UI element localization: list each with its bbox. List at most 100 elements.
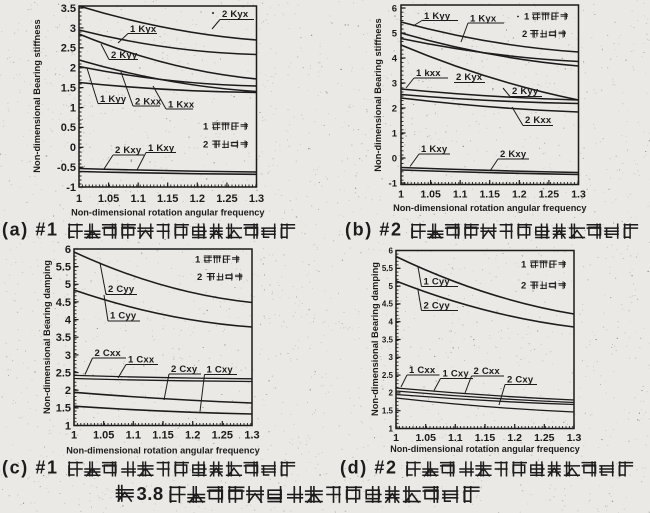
- svg-text:1: 1: [76, 193, 82, 205]
- svg-text:1 Kxy: 1 Kxy: [421, 144, 448, 155]
- svg-text:1 Cxy: 1 Cxy: [207, 365, 234, 376]
- svg-text:0.5: 0.5: [61, 122, 76, 134]
- svg-text:1.25: 1.25: [534, 432, 555, 444]
- svg-text:1.2: 1.2: [507, 432, 522, 444]
- svg-text:1 Kyy: 1 Kyy: [424, 11, 451, 22]
- svg-text:5: 5: [389, 282, 394, 291]
- svg-text:1: 1: [389, 424, 394, 433]
- svg-text:3: 3: [389, 353, 394, 362]
- svg-text:1 Cyy: 1 Cyy: [110, 311, 137, 322]
- svg-text:Non-dimensional rotation angul: Non-dimensional rotation angular frequen…: [393, 203, 587, 213]
- svg-text:1: 1: [65, 420, 71, 432]
- svg-text:3.8: 3.8: [137, 483, 164, 504]
- svg-text:2: 2: [70, 63, 76, 75]
- svg-text:2 Cxx: 2 Cxx: [474, 366, 501, 377]
- svg-text:(b) #2: (b) #2: [345, 220, 403, 240]
- svg-text:1 Kxx: 1 Kxx: [168, 100, 195, 111]
- svg-text:1.3: 1.3: [571, 189, 586, 201]
- svg-text:1.5: 1.5: [61, 82, 76, 94]
- svg-text:3.5: 3.5: [56, 332, 71, 344]
- svg-text:-0.5: -0.5: [57, 162, 76, 174]
- svg-text:Non-dimensional Bearing stiffn: Non-dimensional Bearing stiffness: [373, 18, 383, 171]
- svg-text:4: 4: [389, 318, 394, 327]
- svg-text:1.3: 1.3: [249, 193, 264, 205]
- svg-text:1.05: 1.05: [98, 193, 119, 205]
- svg-text:2 Kxx: 2 Kxx: [135, 97, 162, 108]
- svg-text:1: 1: [393, 432, 399, 444]
- svg-text:2: 2: [197, 272, 202, 283]
- svg-text:2.5: 2.5: [61, 43, 76, 55]
- svg-text:4.5: 4.5: [382, 300, 394, 309]
- svg-text:1.05: 1.05: [93, 430, 114, 442]
- svg-text:1.25: 1.25: [539, 189, 560, 201]
- svg-text:1 Cxx: 1 Cxx: [409, 365, 436, 376]
- svg-text:Non-dimensional rotation angul: Non-dimensional rotation angular frequen…: [390, 444, 580, 454]
- svg-text:Non-dimensional rotation angul: Non-dimensional rotation angular frequen…: [71, 208, 265, 218]
- svg-text:2 Kxy: 2 Kxy: [115, 145, 142, 156]
- svg-text:Non-dimensional Bearing dampin: Non-dimensional Bearing damping: [42, 260, 52, 414]
- svg-text:-1: -1: [389, 178, 398, 189]
- svg-text:1.2: 1.2: [512, 189, 527, 201]
- svg-text:(d) #2: (d) #2: [340, 457, 398, 477]
- svg-text:2 Kxx: 2 Kxx: [525, 115, 552, 126]
- svg-text:1: 1: [524, 12, 530, 23]
- svg-text:1 Kxy: 1 Kxy: [148, 143, 175, 154]
- svg-text:2: 2: [203, 140, 208, 151]
- svg-text:3.5: 3.5: [382, 335, 394, 344]
- svg-text:1 kxx: 1 kxx: [416, 68, 441, 79]
- svg-text:2 Cxx: 2 Cxx: [95, 348, 122, 359]
- svg-text:1 Cxy: 1 Cxy: [443, 369, 470, 380]
- svg-text:1: 1: [203, 122, 209, 133]
- svg-text:2 Kyx: 2 Kyx: [456, 72, 483, 83]
- svg-text:2 Kyy: 2 Kyy: [111, 50, 138, 61]
- svg-text:4.5: 4.5: [56, 297, 71, 309]
- svg-text:0: 0: [70, 142, 76, 154]
- svg-text:1 Kyx: 1 Kyx: [470, 14, 497, 25]
- svg-text:2.5: 2.5: [56, 367, 71, 379]
- svg-text:2 Cxy: 2 Cxy: [171, 364, 198, 375]
- svg-text:6: 6: [389, 246, 394, 255]
- svg-text:6: 6: [392, 3, 397, 14]
- svg-text:1.5: 1.5: [56, 403, 71, 415]
- svg-text:1.15: 1.15: [152, 430, 173, 442]
- svg-text:2 Cyy: 2 Cyy: [424, 301, 451, 312]
- svg-text:5.5: 5.5: [382, 264, 394, 273]
- svg-text:1.15: 1.15: [475, 432, 496, 444]
- svg-text:5: 5: [392, 28, 398, 39]
- svg-text:1: 1: [195, 255, 201, 266]
- svg-text:3.5: 3.5: [61, 3, 76, 15]
- svg-text:1.3: 1.3: [244, 430, 259, 442]
- svg-text:1: 1: [398, 189, 404, 201]
- svg-text:1 Cyy: 1 Cyy: [424, 277, 451, 288]
- svg-text:1.25: 1.25: [216, 193, 237, 205]
- svg-text:-1: -1: [66, 182, 76, 194]
- svg-text:2: 2: [521, 281, 526, 292]
- svg-text:1.15: 1.15: [479, 189, 500, 201]
- svg-text:1.1: 1.1: [131, 193, 146, 205]
- svg-text:2: 2: [389, 389, 394, 398]
- svg-text:1: 1: [71, 430, 77, 442]
- svg-text:2 Kyy: 2 Kyy: [512, 86, 539, 97]
- svg-text:(c) #1: (c) #1: [2, 457, 59, 477]
- svg-text:1: 1: [70, 102, 76, 114]
- svg-text:1 Kyy: 1 Kyy: [100, 94, 127, 105]
- svg-text:1.1: 1.1: [448, 432, 463, 444]
- svg-text:2 Kyx: 2 Kyx: [222, 9, 249, 20]
- svg-text:2: 2: [392, 103, 397, 114]
- svg-text:1 Kyx: 1 Kyx: [130, 24, 157, 35]
- svg-text:Non-dimensional Bearing dampin: Non-dimensional Bearing damping: [370, 262, 380, 416]
- svg-text:3: 3: [65, 350, 71, 362]
- svg-text:2: 2: [65, 385, 71, 397]
- svg-text:1.1: 1.1: [453, 189, 468, 201]
- svg-text:2 Cxy: 2 Cxy: [507, 375, 534, 386]
- svg-text:1.5: 1.5: [382, 407, 394, 416]
- svg-text:2.5: 2.5: [382, 371, 394, 380]
- svg-text:4: 4: [65, 315, 72, 327]
- svg-text:1.25: 1.25: [212, 430, 233, 442]
- svg-text:1.3: 1.3: [567, 432, 582, 444]
- svg-text:3: 3: [392, 78, 397, 89]
- svg-text:4: 4: [392, 53, 398, 64]
- svg-text:1.05: 1.05: [415, 432, 436, 444]
- svg-text:2: 2: [522, 29, 527, 40]
- svg-text:1.15: 1.15: [157, 193, 178, 205]
